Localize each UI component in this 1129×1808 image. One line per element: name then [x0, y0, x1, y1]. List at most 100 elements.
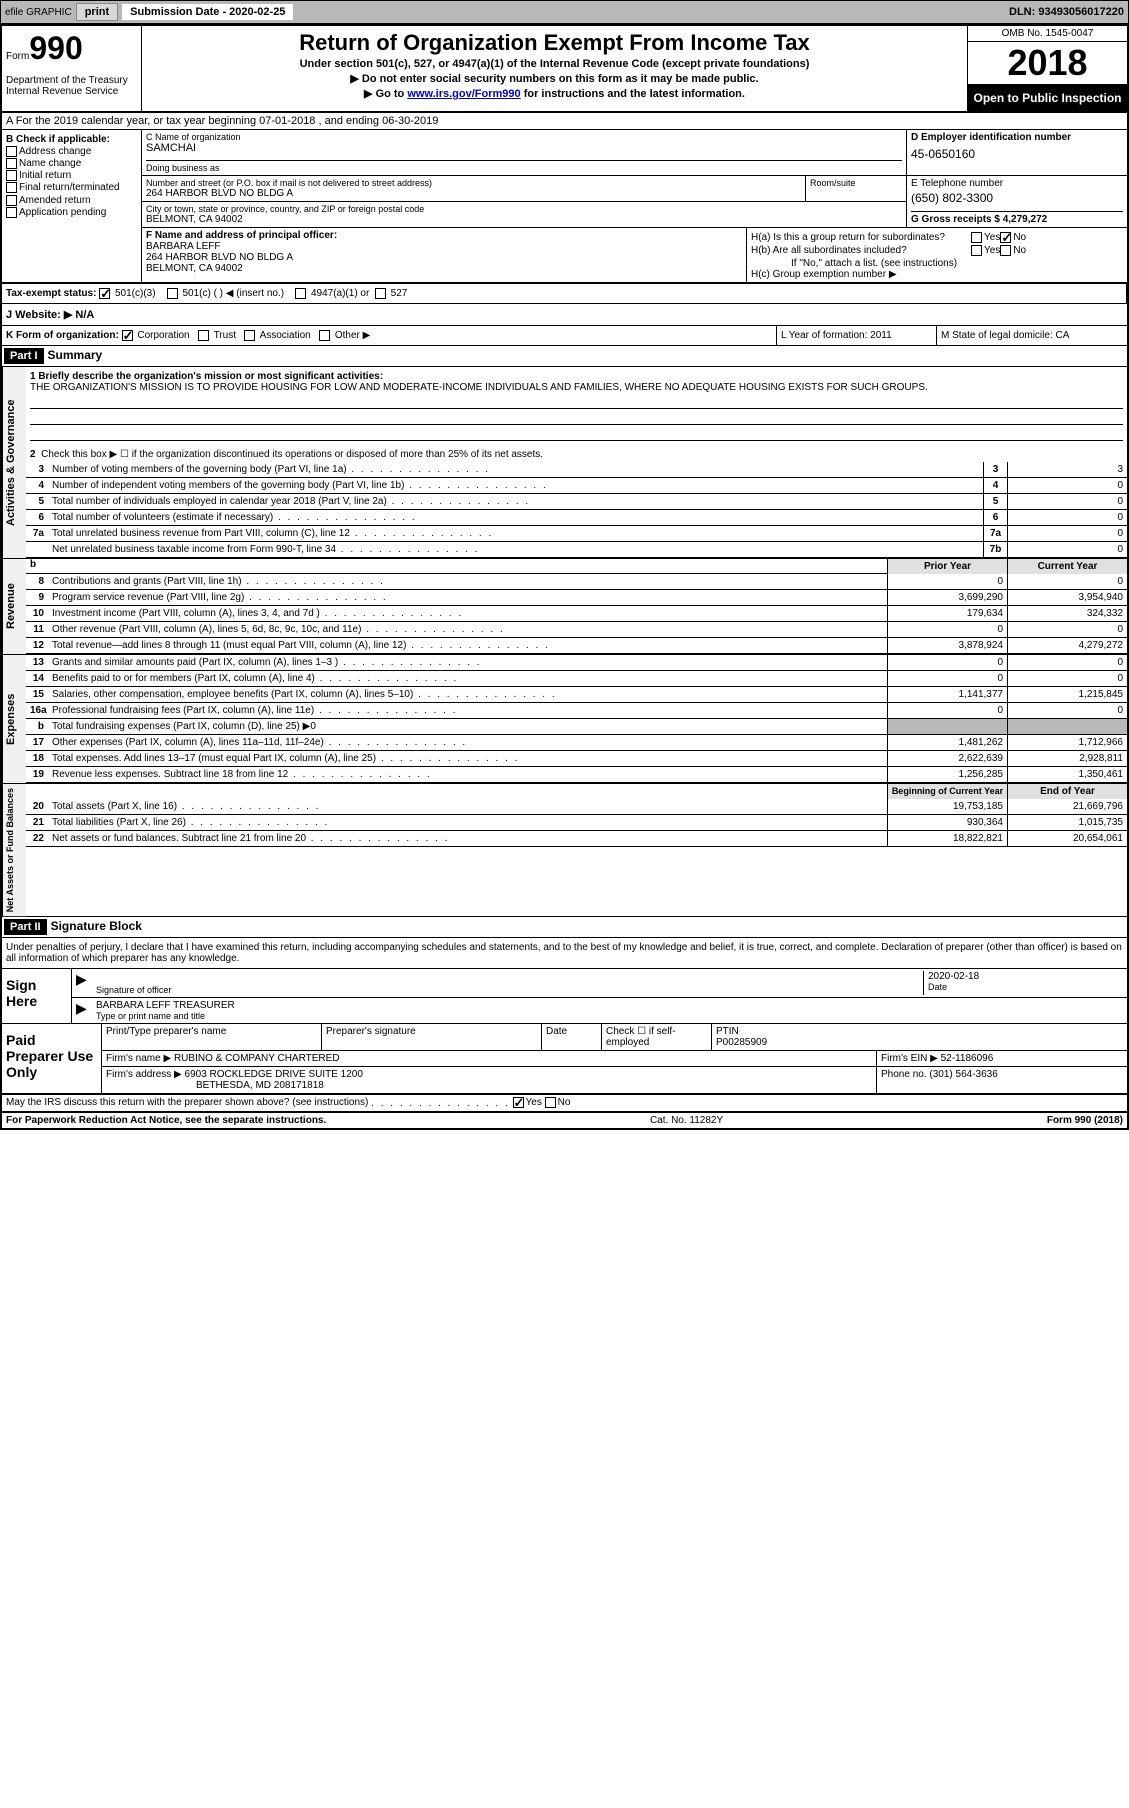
f-addr2: BELMONT, CA 94002: [146, 263, 742, 274]
line1-label: 1 Briefly describe the organization's mi…: [30, 371, 1123, 382]
section-b: B Check if applicable: Address change Na…: [2, 130, 142, 282]
declaration: Under penalties of perjury, I declare th…: [2, 938, 1127, 968]
col-end: End of Year: [1007, 784, 1127, 799]
table-row: 17Other expenses (Part IX, column (A), l…: [26, 735, 1127, 751]
dln: DLN: 93493056017220: [1009, 6, 1124, 18]
row-m: M State of legal domicile: CA: [937, 326, 1127, 345]
hb-note: If "No," attach a list. (see instruction…: [791, 258, 1123, 269]
ptin: P00285909: [716, 1037, 767, 1048]
table-row: Net unrelated business taxable income fr…: [26, 542, 1127, 558]
sig-date: 2020-02-18: [928, 971, 1119, 982]
f-label: F Name and address of principal officer:: [146, 230, 742, 241]
name-title-label: Type or print name and title: [96, 1011, 1123, 1021]
street-value: 264 HARBOR BLVD NO BLDG A: [146, 188, 801, 199]
part1-title: Summary: [48, 348, 103, 364]
footer-mid: Cat. No. 11282Y: [326, 1115, 1047, 1126]
part2-header: Part II: [4, 919, 47, 935]
footer: For Paperwork Reduction Act Notice, see …: [2, 1113, 1127, 1128]
revenue-section: Revenue bPrior YearCurrent Year 8Contrib…: [2, 559, 1127, 655]
sig-officer-label: Signature of officer: [96, 985, 923, 995]
table-row: 8Contributions and grants (Part VIII, li…: [26, 574, 1127, 590]
b-opt-2[interactable]: Initial return: [6, 170, 137, 181]
paid-preparer: Paid Preparer Use Only: [2, 1024, 102, 1093]
efile-label: efile GRAPHIC: [5, 7, 72, 18]
f-addr1: 264 HARBOR BLVD NO BLDG A: [146, 252, 742, 263]
phone: (301) 564-3636: [929, 1069, 997, 1080]
line2: Check this box ▶ ☐ if the organization d…: [41, 449, 543, 460]
firm-name-label: Firm's name ▶: [106, 1053, 171, 1064]
part2-title: Signature Block: [51, 919, 142, 935]
b-opt-5[interactable]: Application pending: [6, 207, 137, 218]
open-public: Open to Public Inspection: [968, 85, 1127, 111]
table-row: 18Total expenses. Add lines 13–17 (must …: [26, 751, 1127, 767]
table-row: 14Benefits paid to or for members (Part …: [26, 671, 1127, 687]
e-label: E Telephone number: [911, 178, 1123, 189]
row-a: A For the 2019 calendar year, or tax yea…: [2, 113, 1127, 130]
d-ein: 45-0650160: [911, 147, 1123, 161]
prep-sig-label: Preparer's signature: [322, 1024, 542, 1050]
side-revenue: Revenue: [2, 559, 26, 654]
table-row: 21Total liabilities (Part X, line 26)930…: [26, 815, 1127, 831]
print-button[interactable]: print: [76, 3, 118, 21]
table-row: 13Grants and similar amounts paid (Part …: [26, 655, 1127, 671]
discuss-no[interactable]: [545, 1097, 556, 1108]
irs-link[interactable]: www.irs.gov/Form990: [407, 88, 520, 100]
ptin-label: PTIN: [716, 1026, 739, 1037]
dba-label: Doing business as: [146, 163, 902, 173]
row-k: K Form of organization: Corporation Trus…: [2, 326, 777, 345]
firm-ein-label: Firm's EIN ▶: [881, 1053, 938, 1064]
date-label: Date: [928, 982, 1119, 992]
row-i: Tax-exempt status: 501(c)(3) 501(c) ( ) …: [2, 284, 1127, 303]
hc-label: H(c) Group exemption number ▶: [751, 269, 1123, 280]
officer-name: BARBARA LEFF TREASURER: [96, 1000, 1123, 1011]
city-value: BELMONT, CA 94002: [146, 214, 902, 225]
note-ssn: ▶ Do not enter social security numbers o…: [150, 72, 959, 85]
form-subtitle: Under section 501(c), 527, or 4947(a)(1)…: [150, 58, 959, 70]
i-label: Tax-exempt status:: [6, 288, 96, 299]
table-row: 6Total number of volunteers (estimate if…: [26, 510, 1127, 526]
table-row: 20Total assets (Part X, line 16)19,753,1…: [26, 799, 1127, 815]
part1-header: Part I: [4, 348, 44, 364]
dept-treasury: Department of the Treasury Internal Reve…: [6, 75, 137, 97]
side-activities: Activities & Governance: [2, 367, 26, 558]
g-gross: G Gross receipts $ 4,279,272: [911, 211, 1123, 225]
side-netassets: Net Assets or Fund Balances: [2, 784, 26, 916]
table-row: 11Other revenue (Part VIII, column (A), …: [26, 622, 1127, 638]
hb-label: H(b) Are all subordinates included?: [751, 245, 971, 256]
c-name: SAMCHAI: [146, 142, 902, 154]
netassets-section: Net Assets or Fund Balances Beginning of…: [2, 784, 1127, 917]
form-label: Form: [6, 51, 29, 62]
b-opt-4[interactable]: Amended return: [6, 195, 137, 206]
table-row: 4Number of independent voting members of…: [26, 478, 1127, 494]
street-label: Number and street (or P.O. box if mail i…: [146, 178, 801, 188]
b-opt-3[interactable]: Final return/terminated: [6, 182, 137, 193]
prep-name-label: Print/Type preparer's name: [102, 1024, 322, 1050]
d-label: D Employer identification number: [911, 132, 1123, 143]
omb-number: OMB No. 1545-0047: [968, 26, 1127, 42]
sig-arrow-icon-2: ▶: [76, 1000, 96, 1021]
table-row: 5Total number of individuals employed in…: [26, 494, 1127, 510]
firm-ein: 52-1186096: [941, 1053, 994, 1064]
footer-right: Form 990 (2018): [1047, 1115, 1123, 1126]
form-header: Form990 Department of the Treasury Inter…: [2, 26, 1127, 113]
table-row: 7aTotal unrelated business revenue from …: [26, 526, 1127, 542]
b-opt-0[interactable]: Address change: [6, 146, 137, 157]
room-label: Room/suite: [810, 178, 902, 188]
phone-label: Phone no.: [881, 1069, 927, 1080]
b-opt-1[interactable]: Name change: [6, 158, 137, 169]
table-row: 16aProfessional fundraising fees (Part I…: [26, 703, 1127, 719]
firm-addr1: 6903 ROCKLEDGE DRIVE SUITE 1200: [185, 1069, 363, 1080]
top-bar: efile GRAPHIC print Submission Date - 20…: [0, 0, 1129, 24]
self-emp: Check ☐ if self-employed: [602, 1024, 712, 1050]
tax-year: 2018: [968, 42, 1127, 85]
firm-addr2: BETHESDA, MD 208171818: [196, 1080, 324, 1091]
table-row: 12Total revenue—add lines 8 through 11 (…: [26, 638, 1127, 654]
sig-arrow-icon: ▶: [76, 971, 96, 995]
c-name-label: C Name of organization: [146, 132, 902, 142]
firm-addr-label: Firm's address ▶: [106, 1069, 182, 1080]
sign-here: Sign Here: [2, 969, 72, 1023]
discuss-yes[interactable]: [513, 1097, 524, 1108]
prep-date-label: Date: [542, 1024, 602, 1050]
table-row: 19Revenue less expenses. Subtract line 1…: [26, 767, 1127, 783]
form-frame: Form990 Department of the Treasury Inter…: [0, 24, 1129, 1130]
